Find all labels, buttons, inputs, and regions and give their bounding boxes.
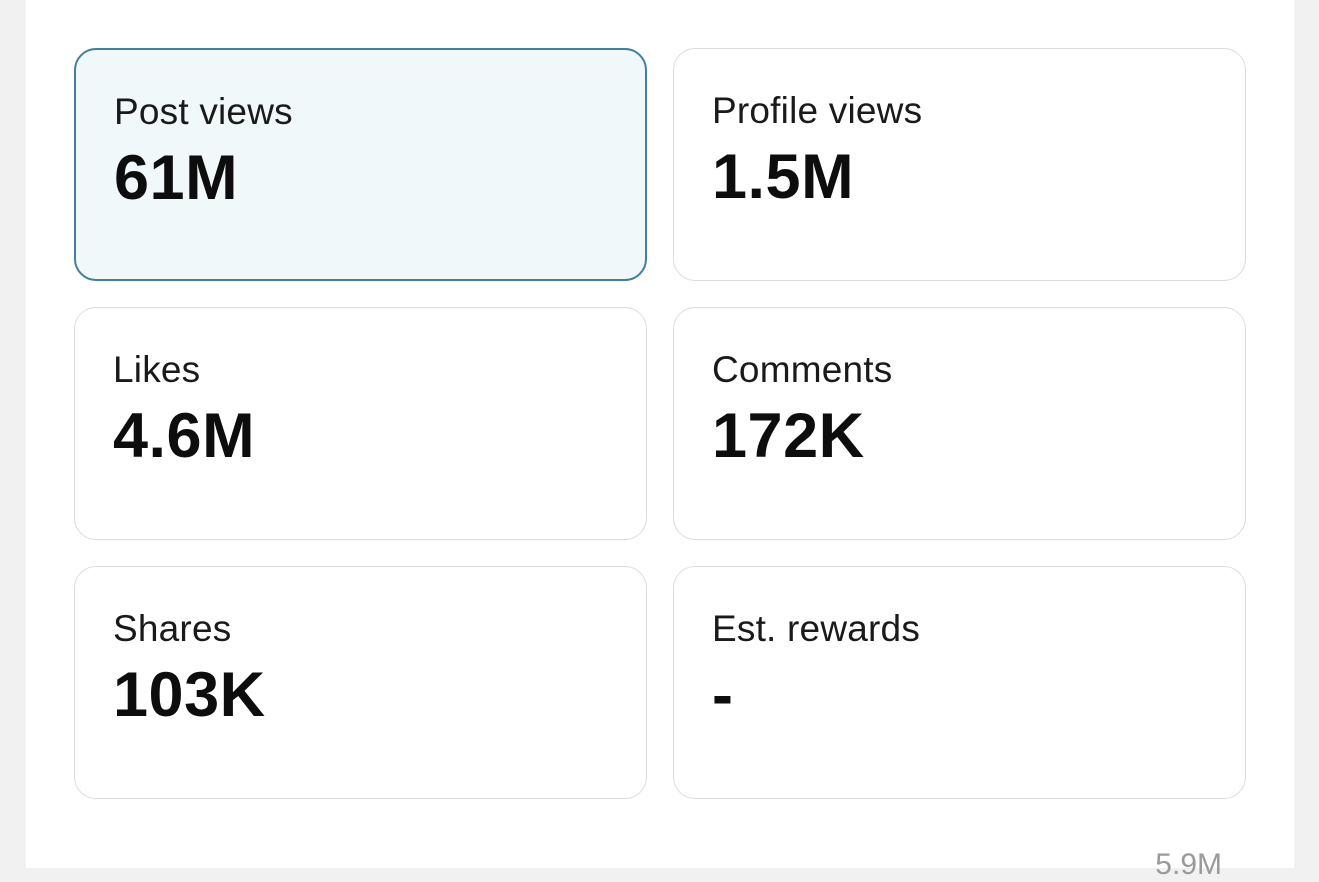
- stat-card-profile-views[interactable]: Profile views 1.5M: [673, 48, 1246, 281]
- stat-card-label: Comments: [712, 349, 893, 390]
- stat-card-likes[interactable]: Likes 4.6M: [74, 307, 647, 540]
- stat-card-value: 172K: [712, 401, 865, 471]
- stat-card-value: 61M: [114, 143, 239, 213]
- stat-card-value: -: [712, 660, 734, 730]
- stat-card-value: 103K: [113, 660, 266, 730]
- analytics-panel: Post views 61M Profile views 1.5M Likes …: [26, 0, 1294, 881]
- stat-card-shares[interactable]: Shares 103K: [74, 566, 647, 799]
- stats-grid: Post views 61M Profile views 1.5M Likes …: [74, 48, 1246, 799]
- stat-card-label: Est. rewards: [712, 608, 921, 649]
- stat-card-label: Likes: [113, 349, 201, 390]
- chart-axis-label-peek: 5.9M: [1155, 848, 1222, 881]
- stat-card-value: 1.5M: [712, 142, 855, 212]
- stat-card-est-rewards[interactable]: Est. rewards -: [673, 566, 1246, 799]
- stat-card-label: Profile views: [712, 90, 923, 131]
- stat-card-value: 4.6M: [113, 401, 256, 471]
- stat-card-comments[interactable]: Comments 172K: [673, 307, 1246, 540]
- stat-card-post-views[interactable]: Post views 61M: [74, 48, 647, 281]
- stat-card-label: Shares: [113, 608, 232, 649]
- stat-card-label: Post views: [114, 91, 293, 132]
